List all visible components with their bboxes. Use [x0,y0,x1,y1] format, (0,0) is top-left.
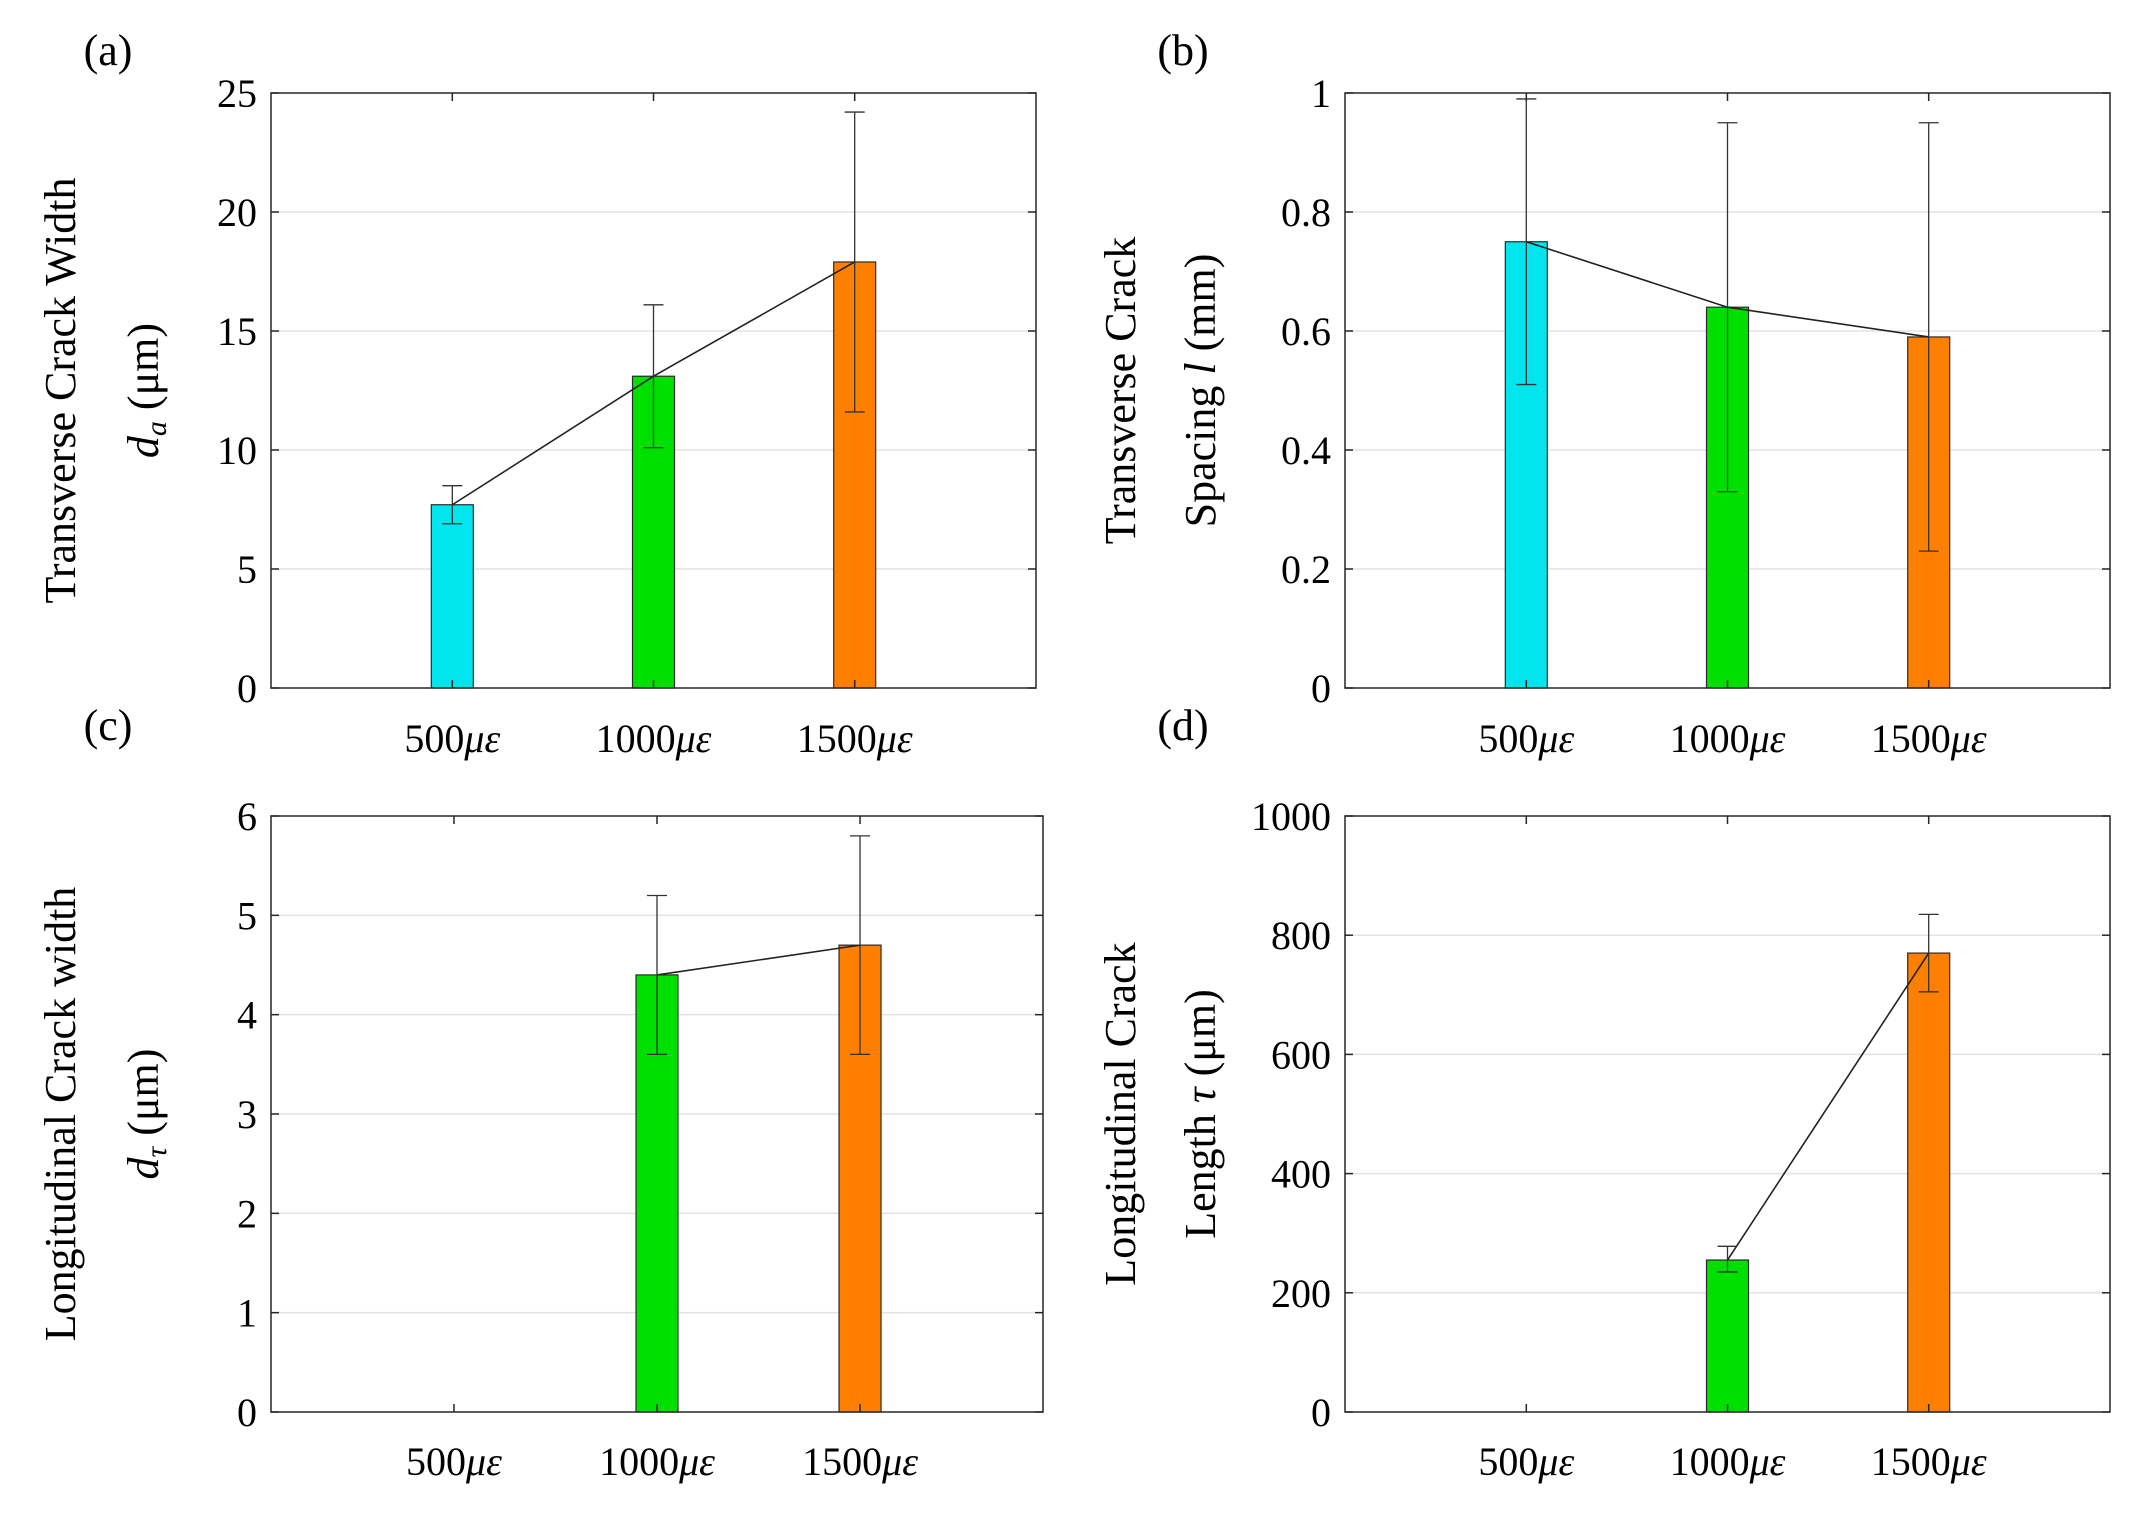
ytick-label: 0.8 [1281,190,1331,235]
ytick-label: 25 [217,71,257,116]
trend-line [1726,952,1930,1261]
ytick-label: 5 [237,893,257,938]
error-bar-500 [442,485,463,525]
ytick-label: 6 [237,794,257,839]
ytick-label: 200 [1271,1271,1331,1316]
ylabel-line1: Longitudinal Crack width [36,887,85,1342]
ylabel-line2: Spacing l (mm) [1176,254,1225,528]
error-bar-1000 [643,304,664,449]
ytick-label: 0.2 [1281,547,1331,592]
panel-label: (d) [1157,701,1208,750]
xtick-label: 500με [406,1439,502,1484]
panel-c: 0 1 2 3 4 5 6 500με 1000με 1500με (c) Longitudinal … [36,701,1044,1484]
xtick-label: 1500με [797,716,913,761]
error-bar-1000 [1717,122,1738,493]
ylabel-line2: Length τ (μm) [1176,989,1225,1239]
ytick-label: 1000 [1251,794,1331,839]
ytick-label: 5 [237,547,257,592]
ytick-label: 20 [217,190,257,235]
error-bar-1500 [844,111,865,413]
panel-label: (b) [1157,26,1208,75]
ytick-label: 0.4 [1281,428,1331,473]
ytick-label: 0 [237,1390,257,1435]
ytick-label: 0 [1311,1390,1331,1435]
xtick-label: 1500με [1871,716,1987,761]
xtick-label: 1000με [1670,716,1786,761]
error-bar-1000 [647,894,667,1056]
ylabel-line1: Longitudinal Crack [1096,942,1145,1285]
xtick-label: 500με [404,716,500,761]
ytick-label: 0 [237,666,257,711]
bar-1000 [1705,1259,1750,1413]
ytick-label: 0.6 [1281,309,1331,354]
ytick-label: 600 [1271,1032,1331,1077]
ytick-label: 0 [1311,666,1331,711]
error-bar-1000 [1717,1245,1738,1273]
ytick-label: 800 [1271,913,1331,958]
xtick-label: 1500με [802,1439,918,1484]
xtick-label: 500με [1478,1439,1574,1484]
error-bar-1500 [1918,913,1939,993]
ylabel-line2: da (μm) [119,323,173,458]
xtick-label: 1000με [599,1439,715,1484]
ytick-label: 15 [217,309,257,354]
xtick-label: 500με [1478,716,1574,761]
ytick-label: 3 [237,1092,257,1137]
panel-label: (c) [84,701,133,750]
ytick-label: 10 [217,428,257,473]
ylabel-line2: dτ (μm) [119,1049,173,1180]
error-bar-1500 [1918,122,1939,552]
xtick-label: 1500με [1871,1439,1987,1484]
panel-label: (a) [84,26,133,75]
ylabel-line1: Transverse Crack Width [36,178,85,604]
ytick-label: 2 [237,1191,257,1236]
xtick-label: 1000με [1670,1439,1786,1484]
ytick-label: 1 [1311,71,1331,116]
panel-a: 0 5 10 15 20 25 500με 1000με 1500με (a) Transverse… [36,26,1037,761]
bar-500 [430,504,474,689]
panel-d: 0 200 400 600 800 1000 500με 1000με 1500με (d) Lon… [1096,701,2111,1484]
ytick-label: 4 [237,993,257,1038]
ylabel-line1: Transverse Crack [1096,237,1145,545]
error-bar-1500 [850,835,871,1056]
ytick-label: 400 [1271,1152,1331,1197]
ytick-label: 1 [237,1291,257,1336]
trend-line [656,944,861,976]
bar-1500 [1907,952,1951,1413]
xtick-label: 1000με [596,716,712,761]
